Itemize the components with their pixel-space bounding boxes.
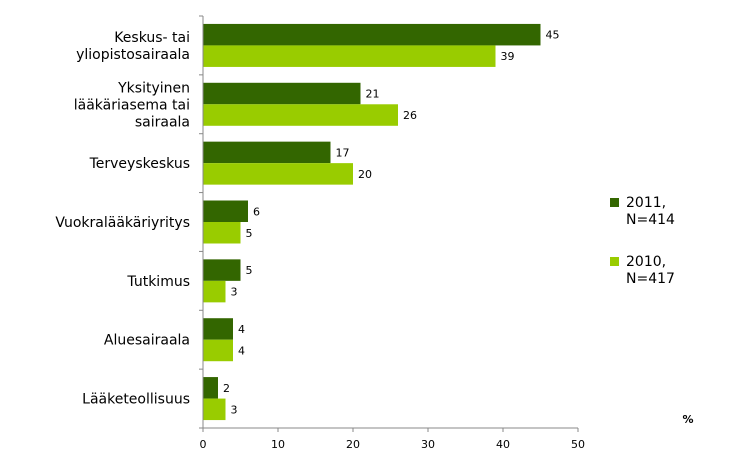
- category-label: Lääketeollisuus: [82, 392, 190, 408]
- data-label: 20: [358, 168, 372, 181]
- data-label: 6: [253, 205, 260, 218]
- bars: [203, 23, 541, 421]
- legend-label: 2011, N=414: [626, 195, 675, 228]
- category-label-line: yliopistosairaala: [76, 47, 190, 63]
- data-label: 45: [546, 29, 560, 42]
- category-label: Keskus- tai yliopistosairaala: [76, 30, 190, 63]
- bar: [203, 318, 233, 340]
- category-label: Terveyskeskus: [89, 156, 190, 172]
- data-label: 21: [366, 88, 380, 101]
- category-label-line: Aluesairaala: [104, 333, 190, 349]
- data-label: 4: [238, 344, 245, 357]
- data-label: 4: [238, 323, 245, 336]
- category-label-line: sairaala: [135, 114, 190, 130]
- x-tick-label: 40: [496, 438, 510, 451]
- category-label-line: Lääketeollisuus: [82, 392, 190, 408]
- data-label: 2: [223, 382, 230, 395]
- data-label: 5: [246, 227, 253, 240]
- legend-label-line: 2011,: [626, 195, 666, 211]
- x-tick-label: 20: [346, 438, 360, 451]
- category-label-line: Keskus- tai: [114, 30, 190, 46]
- legend-swatch: [610, 198, 619, 207]
- bar: [203, 200, 248, 222]
- legend: 2011, N=414 2010, N=417: [610, 195, 675, 287]
- legend-label-line: N=414: [626, 212, 675, 228]
- bar: [203, 45, 496, 67]
- data-label: 17: [336, 146, 350, 159]
- category-label-line: lääkäriasema tai: [74, 97, 190, 113]
- category-label: Vuokralääkäriyritys: [55, 215, 190, 231]
- bar: [203, 23, 541, 46]
- x-tick-label: 30: [421, 438, 435, 451]
- category-label: Yksityinen lääkäriasema tai sairaala: [74, 80, 190, 130]
- legend-label-line: N=417: [626, 271, 675, 287]
- bar: [203, 377, 218, 399]
- bar: [203, 141, 331, 164]
- data-label: 26: [403, 109, 417, 122]
- data-label: 5: [246, 264, 253, 277]
- bar: [203, 339, 233, 362]
- data-label: 39: [501, 50, 515, 63]
- category-labels: Keskus- tai yliopistosairaala Yksityinen lä…: [55, 30, 190, 408]
- x-tick-label: 50: [571, 438, 585, 451]
- legend-swatch: [610, 257, 619, 266]
- bar: [203, 222, 241, 244]
- x-tick-label: 10: [271, 438, 285, 451]
- bar: [203, 104, 398, 126]
- category-label-line: Vuokralääkäriyritys: [55, 215, 190, 231]
- category-label: Aluesairaala: [104, 333, 190, 349]
- category-label: Tutkimus: [126, 274, 190, 290]
- category-label-line: Terveyskeskus: [89, 156, 190, 172]
- legend-label: 2010, N=417: [626, 254, 675, 287]
- x-tick-label: 0: [200, 438, 207, 451]
- data-label: 3: [231, 286, 238, 299]
- bar: [203, 398, 226, 421]
- bar: [203, 82, 361, 105]
- axes: 0 10 20 30 40 50: [199, 15, 585, 451]
- category-label-line: Yksityinen: [117, 80, 190, 96]
- x-axis-unit: %: [682, 413, 693, 426]
- legend-label-line: 2010,: [626, 254, 666, 270]
- category-label-line: Tutkimus: [126, 274, 190, 290]
- bar: [203, 259, 241, 281]
- bar: [203, 280, 226, 303]
- bar: [203, 163, 353, 185]
- data-label: 3: [231, 403, 238, 416]
